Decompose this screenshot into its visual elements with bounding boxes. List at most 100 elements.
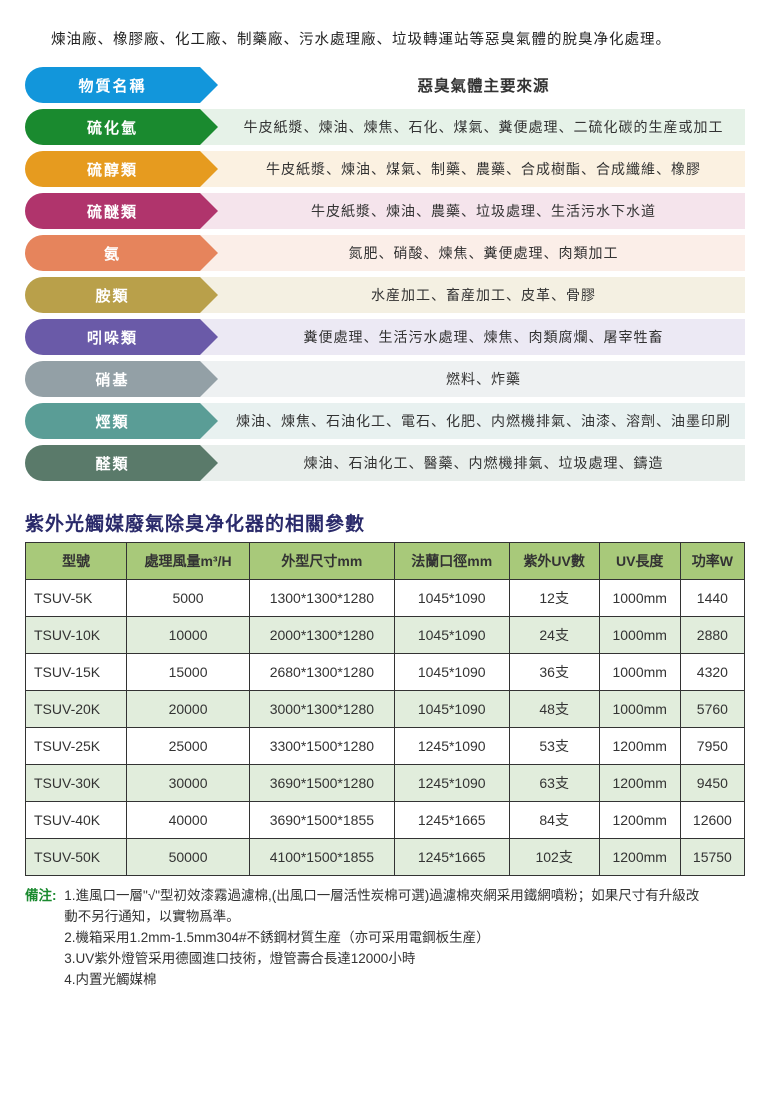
odor-row-desc: 煉油、煉焦、石油化工、電石、化肥、内燃機排氣、油漆、溶劑、油墨印刷 (200, 403, 745, 439)
odor-row-label: 胺類 (25, 277, 200, 313)
spec-row: TSUV-25K250003300*1500*12801245*109053支1… (26, 728, 745, 765)
spec-cell: 25000 (127, 728, 250, 765)
odor-row: 硫醇類牛皮紙漿、煉油、煤氣、制藥、農藥、合成樹酯、合成纖維、橡膠 (25, 151, 745, 187)
spec-cell: 9450 (680, 765, 744, 802)
odor-row-desc: 燃料、炸藥 (200, 361, 745, 397)
spec-cell: TSUV-25K (26, 728, 127, 765)
spec-col-header: 紫外UV數 (509, 543, 599, 580)
spec-row: TSUV-20K200003000*1300*12801045*109048支1… (26, 691, 745, 728)
spec-cell: 84支 (509, 802, 599, 839)
note-line: 2.機箱采用1.2mm-1.5mm304#不銹鋼材質生産（亦可采用電鋼板生産） (64, 928, 704, 949)
odor-row-desc: 煉油、石油化工、醫藥、内燃機排氣、垃圾處理、鑄造 (200, 445, 745, 481)
spec-row: TSUV-40K400003690*1500*18551245*166584支1… (26, 802, 745, 839)
spec-row: TSUV-15K150002680*1300*12801045*109036支1… (26, 654, 745, 691)
spec-cell: 7950 (680, 728, 744, 765)
spec-cell: 1000mm (599, 580, 680, 617)
spec-col-header: 功率W (680, 543, 744, 580)
spec-col-header: 外型尺寸mm (249, 543, 394, 580)
spec-cell: 2000*1300*1280 (249, 617, 394, 654)
odor-row: 吲哚類糞便處理、生活污水處理、煉焦、肉類腐爛、屠宰牲畜 (25, 319, 745, 355)
notes-label: 備注: (25, 886, 57, 907)
spec-cell: 5000 (127, 580, 250, 617)
spec-cell: TSUV-5K (26, 580, 127, 617)
spec-col-header: 處理風量m³/H (127, 543, 250, 580)
spec-cell: 15000 (127, 654, 250, 691)
odor-row-label: 硫化氫 (25, 109, 200, 145)
intro-text: 煉油廠、橡膠廠、化工廠、制藥廠、污水處理廠、垃圾轉運站等惡臭氣體的脫臭净化處理。 (51, 28, 745, 49)
spec-cell: 4100*1500*1855 (249, 839, 394, 876)
odor-row-label: 醛類 (25, 445, 200, 481)
spec-cell: 2680*1300*1280 (249, 654, 394, 691)
spec-cell: 5760 (680, 691, 744, 728)
spec-cell: 3300*1500*1280 (249, 728, 394, 765)
spec-cell: 1200mm (599, 728, 680, 765)
odor-header-label: 物質名稱 (25, 67, 200, 103)
spec-cell: 48支 (509, 691, 599, 728)
spec-cell: 12600 (680, 802, 744, 839)
spec-cell: 30000 (127, 765, 250, 802)
spec-cell: 3000*1300*1280 (249, 691, 394, 728)
spec-cell: 1000mm (599, 617, 680, 654)
spec-cell: 1440 (680, 580, 744, 617)
spec-cell: TSUV-30K (26, 765, 127, 802)
spec-cell: 10000 (127, 617, 250, 654)
spec-row: TSUV-10K100002000*1300*12801045*109024支1… (26, 617, 745, 654)
spec-cell: 4320 (680, 654, 744, 691)
odor-row-desc: 糞便處理、生活污水處理、煉焦、肉類腐爛、屠宰牲畜 (200, 319, 745, 355)
spec-cell: 36支 (509, 654, 599, 691)
notes-block: 備注: 1.進風口一層"√"型初效漆霧過濾棉,(出風口一層活性炭棉可選)過濾棉夾… (25, 886, 745, 991)
odor-row: 醛類煉油、石油化工、醫藥、内燃機排氣、垃圾處理、鑄造 (25, 445, 745, 481)
spec-cell: 24支 (509, 617, 599, 654)
note-line: 3.UV紫外燈管采用德國進口技術，燈管壽合長達12000小時 (64, 949, 704, 970)
odor-row: 硫化氫牛皮紙漿、煉油、煉焦、石化、煤氣、糞便處理、二硫化碳的生産或加工 (25, 109, 745, 145)
spec-cell: TSUV-50K (26, 839, 127, 876)
spec-row: TSUV-30K300003690*1500*12801245*109063支1… (26, 765, 745, 802)
spec-cell: 63支 (509, 765, 599, 802)
odor-row: 硫醚類牛皮紙漿、煉油、農藥、垃圾處理、生活污水下水道 (25, 193, 745, 229)
odor-row: 烴類煉油、煉焦、石油化工、電石、化肥、内燃機排氣、油漆、溶劑、油墨印刷 (25, 403, 745, 439)
odor-row: 胺類水産加工、畜産加工、皮革、骨膠 (25, 277, 745, 313)
spec-cell: 1245*1665 (394, 839, 509, 876)
spec-cell: 1000mm (599, 654, 680, 691)
odor-row-desc: 氮肥、硝酸、煉焦、糞便處理、肉類加工 (200, 235, 745, 271)
spec-col-header: 法蘭口徑mm (394, 543, 509, 580)
spec-cell: 50000 (127, 839, 250, 876)
spec-cell: 1200mm (599, 765, 680, 802)
odor-row-desc: 牛皮紙漿、煉油、煤氣、制藥、農藥、合成樹酯、合成纖維、橡膠 (200, 151, 745, 187)
odor-header-row: 物質名稱惡臭氣體主要來源 (25, 67, 745, 103)
spec-col-header: 型號 (26, 543, 127, 580)
spec-cell: 1045*1090 (394, 691, 509, 728)
spec-cell: 102支 (509, 839, 599, 876)
spec-cell: 53支 (509, 728, 599, 765)
odor-row-desc: 牛皮紙漿、煉油、農藥、垃圾處理、生活污水下水道 (200, 193, 745, 229)
spec-row: TSUV-50K500004100*1500*18551245*1665102支… (26, 839, 745, 876)
spec-cell: 1045*1090 (394, 654, 509, 691)
spec-cell: 1245*1665 (394, 802, 509, 839)
odor-table: 物質名稱惡臭氣體主要來源硫化氫牛皮紙漿、煉油、煉焦、石化、煤氣、糞便處理、二硫化… (25, 67, 745, 481)
note-line: 1.進風口一層"√"型初效漆霧過濾棉,(出風口一層活性炭棉可選)過濾棉夾網采用鐵… (64, 886, 704, 928)
spec-cell: 1245*1090 (394, 765, 509, 802)
spec-cell: 1300*1300*1280 (249, 580, 394, 617)
odor-row-label: 吲哚類 (25, 319, 200, 355)
spec-row: TSUV-5K50001300*1300*12801045*109012支100… (26, 580, 745, 617)
note-line: 4.内置光觸媒棉 (64, 970, 704, 991)
odor-row-label: 硝基 (25, 361, 200, 397)
spec-cell: TSUV-15K (26, 654, 127, 691)
spec-cell: 20000 (127, 691, 250, 728)
spec-cell: TSUV-20K (26, 691, 127, 728)
spec-cell: 15750 (680, 839, 744, 876)
odor-row-desc: 水産加工、畜産加工、皮革、骨膠 (200, 277, 745, 313)
spec-cell: 12支 (509, 580, 599, 617)
odor-row-label: 烴類 (25, 403, 200, 439)
odor-row: 硝基燃料、炸藥 (25, 361, 745, 397)
spec-title: 紫外光觸媒廢氣除臭净化器的相關參數 (25, 509, 745, 536)
spec-cell: 40000 (127, 802, 250, 839)
odor-row-label: 氨 (25, 235, 200, 271)
spec-cell: 1045*1090 (394, 617, 509, 654)
spec-cell: 1200mm (599, 802, 680, 839)
spec-cell: 2880 (680, 617, 744, 654)
odor-row: 氨氮肥、硝酸、煉焦、糞便處理、肉類加工 (25, 235, 745, 271)
odor-row-desc: 牛皮紙漿、煉油、煉焦、石化、煤氣、糞便處理、二硫化碳的生産或加工 (200, 109, 745, 145)
spec-col-header: UV長度 (599, 543, 680, 580)
spec-cell: 3690*1500*1855 (249, 802, 394, 839)
